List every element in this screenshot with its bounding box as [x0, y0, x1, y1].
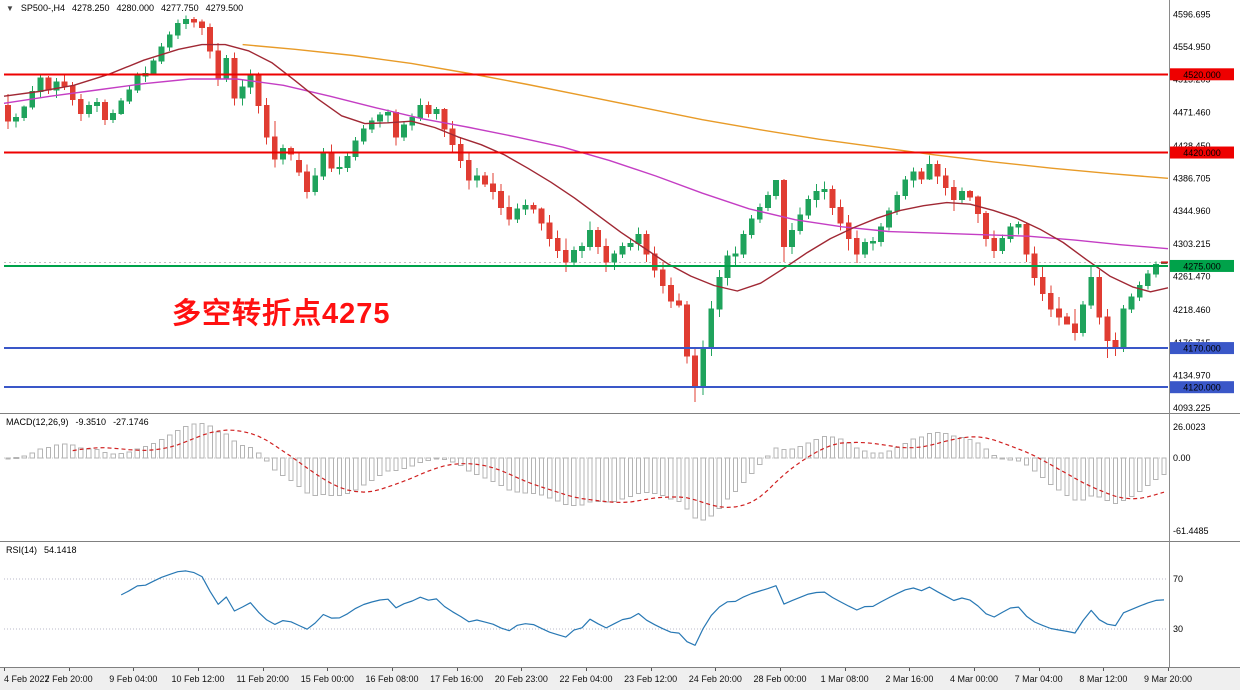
- rsi-value: 54.1418: [44, 545, 77, 555]
- macd-signal-value: -27.1746: [113, 417, 149, 427]
- time-axis[interactable]: 4 Feb 2022 7 Feb 20:00 9 Feb 04:00 10 Feb 1…: [0, 667, 1240, 690]
- time-axis-tick: [133, 668, 135, 671]
- rsi-info-bar: RSI(14) 54.1418: [6, 545, 77, 555]
- svg-text:4420.000: 4420.000: [1183, 148, 1221, 158]
- time-axis-label: 7 Feb 20:00: [44, 674, 93, 684]
- time-axis-tick: [909, 668, 911, 671]
- time-axis-label: 11 Feb 20:00: [236, 674, 289, 684]
- time-axis-label: 1 Mar 08:00: [820, 674, 869, 684]
- symbol-info-bar: ▼ SP500-,H4 4278.250 4280.000 4277.750 4…: [6, 3, 243, 13]
- svg-text:4170.000: 4170.000: [1183, 344, 1221, 354]
- time-axis-label: 17 Feb 16:00: [430, 674, 484, 684]
- svg-text:4275.000: 4275.000: [1183, 261, 1221, 271]
- svg-text:4520.000: 4520.000: [1183, 70, 1221, 80]
- time-axis-tick: [392, 668, 393, 671]
- svg-text:4261.470: 4261.470: [1173, 272, 1211, 282]
- time-axis-label: 4 Feb 2022: [4, 674, 50, 684]
- time-axis-label: 9 Feb 04:00: [109, 674, 158, 684]
- time-axis-tick: [586, 668, 587, 671]
- time-axis-tick: [844, 668, 846, 671]
- time-axis-label: 22 Feb 04:00: [559, 674, 613, 684]
- macd-panel-canvas[interactable]: 26.0023 0.00 -61.4485: [0, 413, 1240, 541]
- time-axis-label: 10 Feb 12:00: [171, 674, 225, 684]
- svg-text:4471.460: 4471.460: [1173, 107, 1211, 117]
- svg-text:4554.950: 4554.950: [1173, 42, 1211, 52]
- macd-info-bar: MACD(12,26,9) -9.3510 -27.1746: [6, 417, 149, 427]
- time-axis-tick: [327, 668, 329, 671]
- time-axis-label: 7 Mar 04:00: [1014, 674, 1063, 684]
- svg-text:4428.450: 4428.450: [1173, 141, 1211, 151]
- one-click-trading-arrow-icon[interactable]: ▼: [6, 3, 14, 13]
- ohlc-low-value: 4277.750: [161, 3, 199, 13]
- svg-text:4386.705: 4386.705: [1173, 174, 1211, 184]
- price-level-tag[interactable]: [1170, 146, 1234, 159]
- svg-text:30: 30: [1173, 624, 1183, 634]
- rsi-line: [120, 570, 1165, 646]
- main-chart-canvas[interactable]: 4596.6954554.9504513.2054471.4604428.450…: [0, 0, 1240, 413]
- ohlc-close-value: 4279.500: [205, 3, 244, 13]
- time-axis-label: 2 Mar 16:00: [885, 674, 934, 684]
- price-level-tag[interactable]: [1170, 259, 1234, 272]
- macd-label: MACD(12,26,9): [6, 417, 69, 427]
- symbol-timeframe-label: SP500-,H4: [20, 3, 65, 13]
- candles: [5, 15, 1167, 403]
- time-axis-label: 23 Feb 12:00: [624, 674, 678, 684]
- time-axis-label: 28 Feb 00:00: [753, 674, 807, 684]
- rsi-label: RSI(14): [6, 545, 38, 555]
- time-axis-label: 16 Feb 08:00: [365, 674, 419, 684]
- svg-text:4120.000: 4120.000: [1183, 383, 1221, 393]
- time-axis-label: 15 Feb 00:00: [300, 674, 354, 684]
- svg-text:70: 70: [1173, 574, 1183, 584]
- ma-medium-magenta: [3, 78, 1169, 250]
- svg-text:4134.970: 4134.970: [1173, 370, 1211, 380]
- ma-fast-darkred: [3, 43, 1169, 293]
- time-axis-tick: [1038, 668, 1040, 671]
- price-level-tag[interactable]: [1170, 342, 1234, 355]
- svg-text:4218.460: 4218.460: [1173, 305, 1211, 315]
- price-level-tag[interactable]: [1170, 381, 1234, 394]
- time-axis-tick: [521, 668, 523, 671]
- time-axis-tick: [1168, 668, 1169, 671]
- time-axis-tick: [715, 668, 717, 671]
- time-axis-label: 4 Mar 00:00: [949, 674, 999, 684]
- time-axis-tick: [262, 668, 264, 671]
- ohlc-high-value: 4280.000: [116, 3, 155, 13]
- price-level-tag[interactable]: [1170, 68, 1234, 81]
- macd-signal-line: [72, 429, 1165, 509]
- time-axis-label: 24 Feb 20:00: [688, 674, 742, 684]
- ohlc-open-value: 4278.250: [71, 3, 110, 13]
- time-axis-label: 8 Mar 12:00: [1079, 674, 1128, 684]
- svg-text:4093.225: 4093.225: [1173, 403, 1211, 413]
- macd-histogram: [5, 422, 1167, 521]
- rsi-panel-canvas[interactable]: 70 30: [0, 541, 1240, 667]
- svg-text:-61.4485: -61.4485: [1173, 526, 1209, 536]
- svg-text:4596.695: 4596.695: [1173, 9, 1211, 19]
- time-axis-tick: [974, 668, 975, 671]
- time-axis-tick: [198, 668, 199, 671]
- time-axis-tick: [4, 668, 5, 671]
- time-axis-label: 20 Feb 23:00: [494, 674, 548, 684]
- time-axis-tick: [456, 668, 458, 671]
- time-axis-tick: [1103, 668, 1105, 671]
- svg-text:4344.960: 4344.960: [1173, 206, 1211, 216]
- time-axis-tick: [780, 668, 781, 671]
- svg-text:0.00: 0.00: [1173, 453, 1191, 463]
- svg-text:26.0023: 26.0023: [1173, 422, 1206, 432]
- ma-slow-orange: [242, 43, 1169, 179]
- time-axis-label: 9 Mar 20:00: [1143, 674, 1193, 684]
- svg-text:4303.215: 4303.215: [1173, 239, 1211, 249]
- time-axis-tick: [68, 668, 70, 671]
- time-axis-tick: [650, 668, 652, 671]
- trend-annotation-text[interactable]: 多空转折点4275: [172, 298, 391, 330]
- macd-main-value: -9.3510: [75, 417, 107, 427]
